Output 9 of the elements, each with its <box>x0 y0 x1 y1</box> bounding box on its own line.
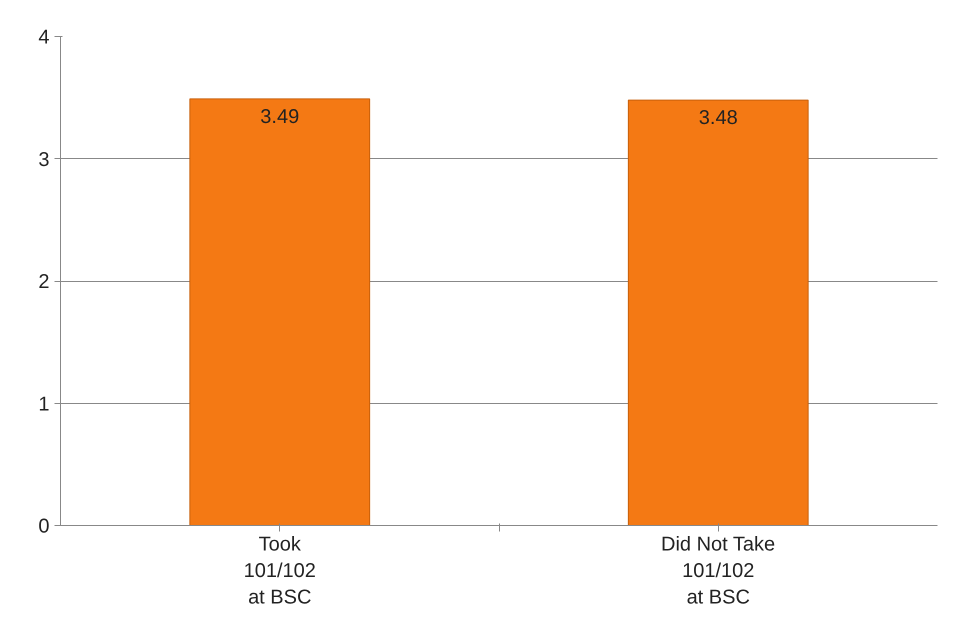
y-tick-label: 3 <box>38 148 50 171</box>
data-label: 3.48 <box>698 107 738 130</box>
y-tick-label: 1 <box>38 393 50 416</box>
y-tick-label: 4 <box>38 26 50 48</box>
data-label: 3.49 <box>260 106 300 128</box>
y-tick-label: 2 <box>38 271 50 293</box>
x-tick-label: Took 101/102 at BSC <box>244 534 316 608</box>
x-tick-label: Did Not Take 101/102 at BSC <box>661 534 776 608</box>
y-tick-label: 0 <box>38 516 50 538</box>
